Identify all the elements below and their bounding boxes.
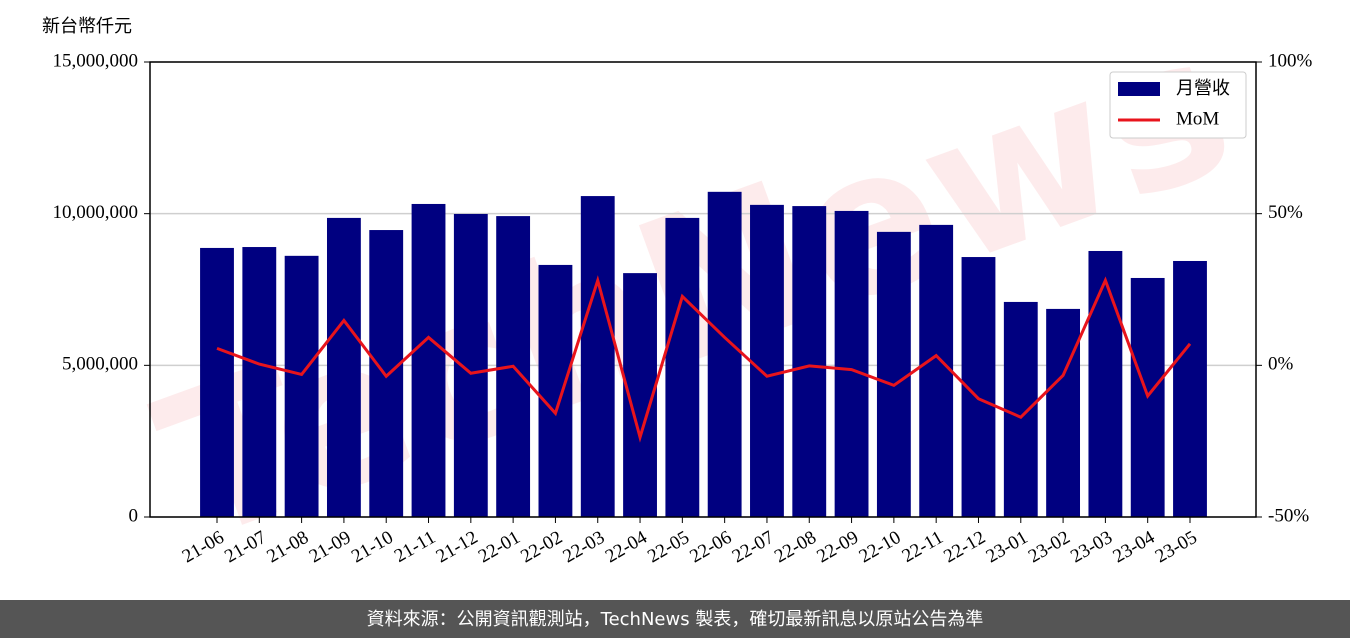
x-tick-label: 23-04 [1109,527,1158,568]
bar [1173,260,1207,517]
x-tick-label: 23-03 [1067,527,1116,567]
footer-text: 資料來源：公開資訊觀測站，TechNews 製表，確切最新訊息以原站公告為準 [367,609,984,630]
y-tick-label: 5,000,000 [62,354,138,375]
x-tick-label: 23-02 [1025,527,1074,567]
y2-tick-label: 100% [1268,50,1313,71]
bar [707,191,742,517]
y2-tick-label: 0% [1268,354,1294,375]
x-tick-label: 21-11 [391,527,439,567]
x-tick-label: 22-06 [686,527,735,567]
footer-bar [0,600,1350,638]
bar [580,196,615,517]
y-tick-label: 10,000,000 [53,202,139,223]
bar [876,231,911,517]
bar [200,247,234,517]
bar [538,264,573,517]
x-tick-label: 22-08 [771,527,820,567]
x-tick-label: 22-10 [856,527,905,567]
x-tick-label: 22-01 [475,527,524,567]
x-tick-label: 22-03 [560,527,609,567]
x-tick-label: 22-07 [729,527,778,567]
x-tick-label: 22-04 [602,527,651,568]
x-tick-label: 22-11 [899,527,947,567]
bar [369,230,404,517]
bar [1003,301,1038,517]
bar [326,217,361,517]
bar [411,203,446,517]
y-tick-label: 15,000,000 [53,50,139,71]
bar [834,210,869,518]
bar [750,204,784,517]
bar [1046,308,1081,517]
bar [1088,250,1123,517]
legend-swatch [1118,82,1160,96]
x-tick-label: 23-01 [983,527,1032,567]
bar [284,255,319,517]
x-tick-label: 21-12 [433,527,482,567]
y-axis-label: 新台幣仟元 [42,16,132,37]
bar [792,206,827,518]
y-tick-label: 0 [129,505,139,526]
x-tick-label: 22-02 [517,527,566,567]
line [216,275,1192,443]
y2-tick-label: -50% [1268,505,1309,526]
bar [665,217,700,517]
legend-label: 月營收 [1176,78,1230,99]
bar [242,247,277,518]
plot-frame [149,61,1257,518]
bar [919,224,954,517]
y2-tick-label: 50% [1268,202,1303,223]
x-tick-label: 22-05 [644,527,693,567]
x-tick-label: 22-09 [813,527,862,567]
legend-label: MoM [1176,108,1219,129]
x-tick-label: 23-05 [1152,527,1201,567]
x-tick-label: 22-12 [940,527,989,567]
bar [453,213,488,517]
legend: 月營收 MoM [1109,71,1247,139]
